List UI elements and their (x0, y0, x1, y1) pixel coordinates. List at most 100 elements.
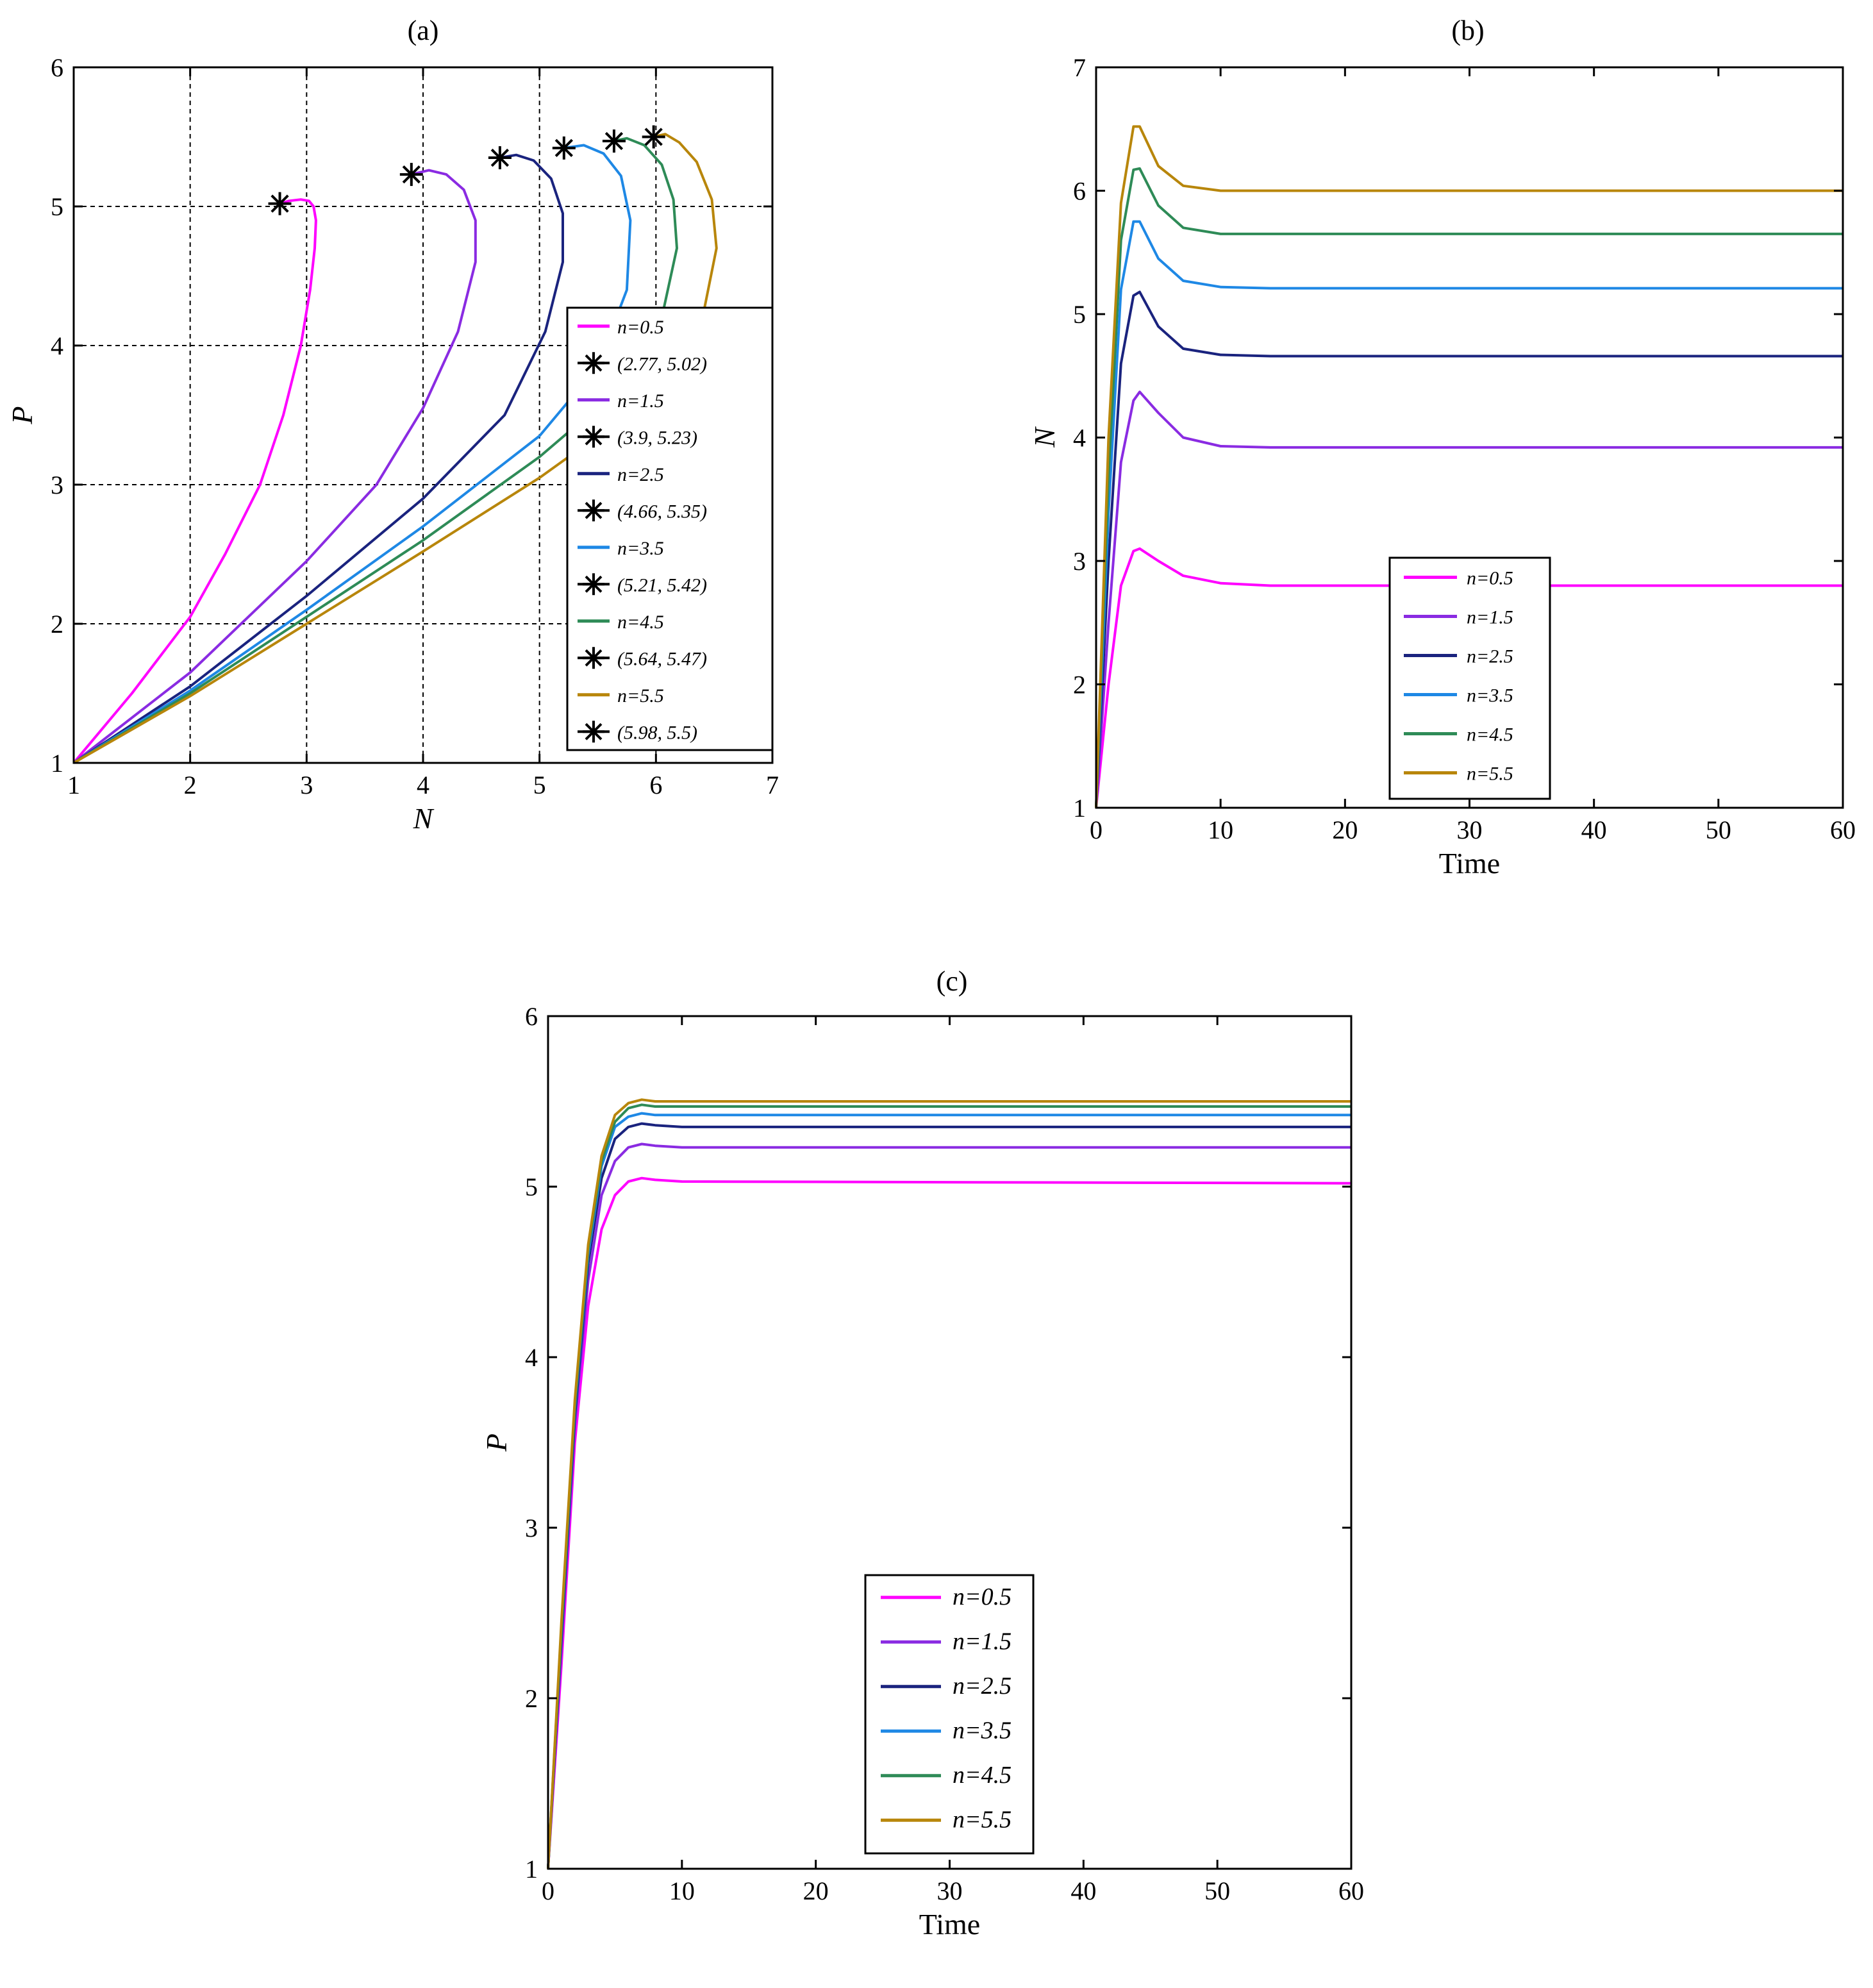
equilibrium-marker-1 (399, 163, 423, 187)
legend-marker-star (583, 573, 604, 596)
x-tick-label: 7 (766, 771, 779, 799)
equilibrium-marker-2-stroke (490, 148, 510, 167)
x-tick-label: 6 (649, 771, 662, 799)
x-tick-label: 0 (1090, 815, 1103, 844)
legend-label: n=5.5 (1467, 764, 1513, 785)
panel-b-chart: 0 10 20 30 40 50 60 1 2 3 4 5 6 7 Time Nn=0.5 n=1.5 n=2.5… (1028, 53, 1856, 880)
legend-a: n=0.5 (2.77, 5.02) n=1.5 (3.9, 5.23) n=2.5 (4… (566, 306, 774, 751)
legend-marker-star (583, 647, 604, 669)
x-tick-label: 3 (300, 771, 313, 799)
x-tick-label: 5 (533, 771, 546, 799)
y-tick-label: 1 (51, 749, 63, 778)
legend-label: n=1.5 (953, 1628, 1011, 1655)
series-line-a-2 (72, 153, 564, 764)
x-tick-label: 0 (542, 1876, 554, 1905)
x-tick-label: 60 (1338, 1876, 1364, 1905)
panel-c-chart: 0 10 20 30 40 50 60123456TimePn=0.5n=1.5n=2.5n… (480, 1002, 1364, 1941)
series-line-b-0 (1095, 547, 1843, 808)
legend-label: n=5.5 (953, 1806, 1011, 1833)
x-tick-label: 50 (1706, 815, 1731, 844)
x-tick-label: 20 (1332, 815, 1358, 844)
y-tick-label: 5 (51, 192, 63, 221)
series-line-b-4 (1095, 167, 1843, 808)
x-tick-label: 10 (669, 1876, 695, 1905)
legend-label: n=4.5 (953, 1762, 1011, 1789)
y-tick-label: 6 (1073, 177, 1086, 206)
x-tick-label: 2 (184, 771, 197, 799)
y-tick-label: 4 (525, 1343, 538, 1372)
legend-b: n=0.5 n=1.5 n=2.5 n=3.5 n=4.5 n=5.5 (1388, 556, 1551, 800)
legend-label: n=2.5 (1467, 646, 1513, 667)
panel-a-chart: 1 2 3 4 5 6 7 1 2 3 4 5 6 N Pn=0.5 (2.77, 5.02) n=1.5 (3.… (6, 53, 779, 835)
legend-marker-star-stroke (585, 501, 603, 519)
x-tick-label: 10 (1208, 815, 1233, 844)
equilibrium-marker-4-stroke (604, 131, 624, 151)
series-line-b-1 (1095, 390, 1843, 808)
y-tick-label: 6 (51, 53, 63, 82)
x-tick-label: 30 (1457, 815, 1483, 844)
y-tick-label: 5 (1073, 300, 1086, 329)
equilibrium-marker-2 (488, 146, 512, 170)
legend-marker-star-stroke (585, 354, 603, 372)
x-tick-label: 4 (417, 771, 429, 799)
series-line-b-3 (1095, 220, 1843, 808)
series-line-c-5 (547, 1098, 1351, 1869)
series-line-b-2 (1095, 290, 1843, 808)
legend-marker-star-stroke (585, 575, 603, 593)
y-tick-label: 4 (1073, 424, 1086, 453)
y-axis-label: P (480, 1433, 513, 1452)
x-axis-label: N (413, 802, 435, 835)
legend-marker-star (583, 499, 604, 522)
legend-marker-label: (5.98, 5.5) (617, 722, 697, 743)
legend-label: n=4.5 (1467, 724, 1513, 746)
y-tick-label: 3 (525, 1514, 538, 1542)
panel-c-title: (c) (937, 965, 968, 997)
series-line-b-5 (1095, 125, 1843, 808)
legend-box (864, 1574, 1035, 1855)
legend-marker-label: (2.77, 5.02) (617, 353, 707, 374)
legend-label: n=1.5 (1467, 607, 1513, 628)
equilibrium-marker-0 (268, 192, 292, 215)
y-tick-label: 1 (525, 1855, 538, 1884)
x-tick-label: 20 (803, 1876, 829, 1905)
legend-label: n=0.5 (617, 317, 664, 338)
legend-marker-label: (4.66, 5.35) (617, 501, 707, 522)
panel-b-title: (b) (1451, 15, 1484, 46)
series-line-a-0 (72, 198, 317, 764)
equilibrium-marker-0-stroke (271, 194, 289, 213)
y-tick-label: 3 (51, 471, 63, 499)
legend-marker-star-stroke (585, 649, 603, 667)
legend-box (1388, 556, 1551, 800)
y-tick-label: 6 (525, 1002, 538, 1031)
legend-label: n=4.5 (617, 612, 664, 633)
legend-marker-star (583, 426, 604, 448)
x-tick-label: 50 (1204, 1876, 1230, 1905)
legend-label: n=0.5 (953, 1583, 1011, 1610)
series-line-a-1 (72, 169, 477, 764)
y-tick-label: 2 (525, 1684, 538, 1713)
equilibrium-marker-4 (602, 129, 626, 153)
x-tick-label: 30 (937, 1876, 963, 1905)
legend-label: n=3.5 (617, 538, 664, 559)
legend-label: n=3.5 (1467, 685, 1513, 706)
y-tick-label: 7 (1073, 53, 1086, 82)
y-tick-label: 3 (1073, 547, 1086, 576)
y-axis-label: P (6, 406, 38, 424)
legend-label: n=5.5 (617, 685, 664, 706)
y-tick-label: 2 (1073, 671, 1086, 699)
legend-marker-label: (5.64, 5.47) (617, 648, 707, 669)
y-tick-label: 5 (525, 1173, 538, 1201)
equilibrium-marker-5 (642, 125, 665, 149)
legend-box (566, 306, 774, 751)
legend-label: n=1.5 (617, 390, 664, 412)
legend-label: n=3.5 (953, 1717, 1011, 1744)
y-tick-label: 2 (51, 610, 63, 639)
x-tick-label: 60 (1830, 815, 1856, 844)
y-axis-label: N (1028, 426, 1061, 448)
equilibrium-marker-3-stroke (554, 138, 573, 158)
legend-c: n=0.5 n=1.5 n=2.5 n=3.5 n=4.5 n=5.5 (864, 1574, 1035, 1855)
panel-a-title: (a) (408, 15, 439, 46)
legend-marker-label: (5.21, 5.42) (617, 574, 707, 596)
legend-marker-star-stroke (585, 723, 603, 740)
